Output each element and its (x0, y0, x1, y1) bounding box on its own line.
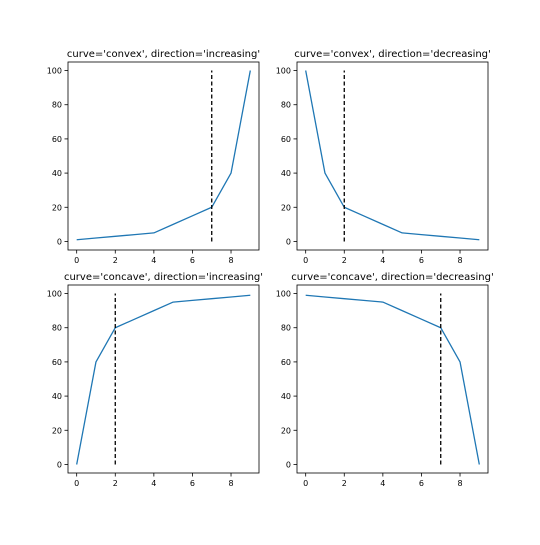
y-tick-label: 60 (281, 358, 291, 367)
y-tick-label: 0 (57, 237, 62, 246)
chart-title: curve='concave', direction='decreasing' (291, 272, 493, 283)
x-tick-label: 0 (74, 256, 79, 265)
y-tick-label: 80 (52, 324, 62, 333)
chart-title: curve='convex', direction='decreasing' (294, 49, 491, 60)
x-tick-label: 0 (303, 479, 308, 488)
x-tick-label: 6 (190, 256, 195, 265)
x-tick-label: 8 (228, 256, 233, 265)
y-tick-label: 100 (47, 67, 62, 76)
chart-panel-3: curve='concave', direction='increasing' 0… (47, 272, 263, 488)
axes-frame (296, 61, 489, 251)
x-tick-label: 2 (342, 479, 347, 488)
y-tick-label: 40 (52, 169, 62, 178)
y-tick-label: 0 (286, 460, 291, 469)
y-tick-label: 80 (281, 324, 291, 333)
y-tick-label: 100 (276, 67, 291, 76)
x-tick-label: 4 (380, 256, 385, 265)
axes-frame (67, 284, 260, 474)
axes-frame (67, 61, 260, 251)
series-line-1 (76, 294, 251, 465)
y-tick-label: 80 (281, 101, 291, 110)
y-tick-label: 60 (281, 135, 291, 144)
chart-panel-2: curve='convex', direction='decreasing' 0 2… (276, 49, 491, 265)
y-tick-label: 40 (52, 392, 62, 401)
x-tick-label: 4 (151, 479, 156, 488)
x-tick-label: 2 (342, 256, 347, 265)
x-tick-label: 8 (457, 479, 462, 488)
x-tick-label: 2 (113, 479, 118, 488)
x-tick-label: 6 (419, 256, 424, 265)
x-tick-label: 0 (74, 479, 79, 488)
y-tick-label: 20 (52, 426, 62, 435)
chart-title: curve='convex', direction='increasing' (67, 49, 260, 60)
y-tick-label: 40 (281, 169, 291, 178)
series-line-1 (305, 294, 480, 465)
y-tick-label: 20 (281, 203, 291, 212)
chart-panel-1: curve='convex', direction='increasing' 0 2… (47, 49, 260, 265)
chart-title: curve='concave', direction='increasing' (64, 272, 263, 283)
y-tick-label: 100 (47, 290, 62, 299)
x-tick-label: 0 (303, 256, 308, 265)
series-line-1 (305, 70, 480, 241)
y-tick-label: 20 (281, 426, 291, 435)
y-tick-label: 80 (52, 101, 62, 110)
x-tick-label: 8 (228, 479, 233, 488)
y-tick-label: 60 (52, 135, 62, 144)
y-tick-label: 100 (276, 290, 291, 299)
y-tick-label: 0 (286, 237, 291, 246)
y-tick-label: 20 (52, 203, 62, 212)
x-tick-label: 2 (113, 256, 118, 265)
chart-panel-4: curve='concave', direction='decreasing' 0… (276, 272, 494, 488)
x-tick-label: 6 (419, 479, 424, 488)
axes-frame (296, 284, 489, 474)
x-tick-label: 8 (457, 256, 462, 265)
x-tick-label: 4 (151, 256, 156, 265)
x-tick-label: 6 (190, 479, 195, 488)
y-tick-label: 0 (57, 460, 62, 469)
series-line-1 (76, 70, 251, 241)
y-tick-label: 60 (52, 358, 62, 367)
y-tick-label: 40 (281, 392, 291, 401)
x-tick-label: 4 (380, 479, 385, 488)
